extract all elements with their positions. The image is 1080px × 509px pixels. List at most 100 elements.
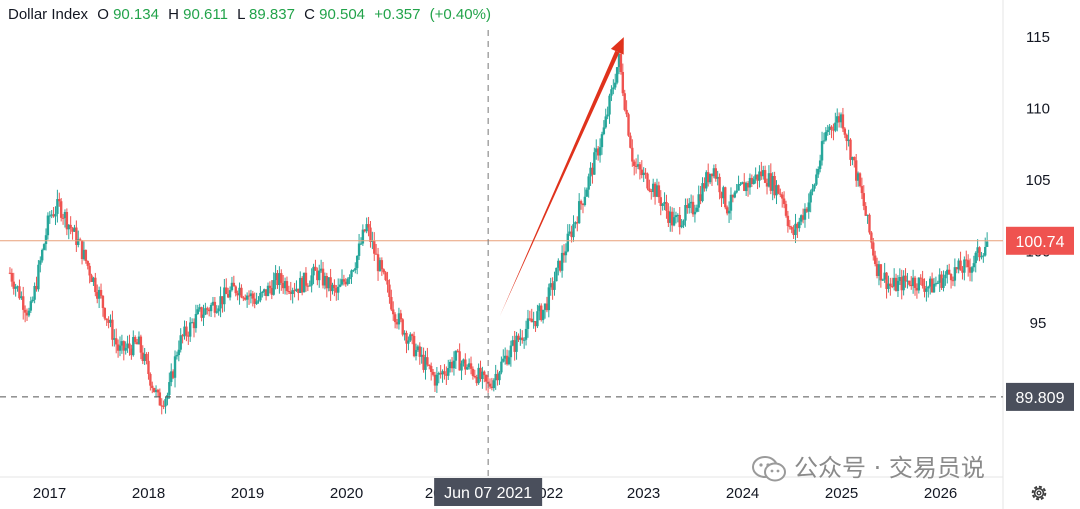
candle-body — [923, 286, 926, 292]
candle-body — [519, 337, 522, 340]
candle-body — [883, 272, 886, 280]
candle-body — [96, 292, 99, 299]
candle-body — [48, 215, 51, 217]
candle-body — [240, 287, 243, 298]
candle-body — [612, 87, 615, 90]
candle-body — [921, 278, 924, 287]
candle-body — [978, 247, 981, 258]
candle-body — [221, 296, 224, 305]
candle-body — [640, 169, 643, 176]
candle-body — [31, 299, 34, 302]
candle-body — [843, 128, 847, 135]
open-label: O — [97, 6, 109, 23]
candle-body — [836, 116, 839, 123]
candle-body — [911, 277, 915, 287]
candle-body — [631, 147, 634, 162]
candle-body — [39, 260, 42, 265]
candle-body — [729, 194, 733, 211]
candle-body — [496, 373, 499, 381]
candle-body — [530, 318, 533, 323]
candle-body — [215, 311, 218, 313]
candle-body — [826, 130, 829, 133]
x-tick-label: 2020 — [330, 485, 363, 502]
candle-body — [280, 273, 283, 283]
candle-body — [932, 283, 936, 293]
candle-body — [77, 239, 80, 245]
candle-body — [680, 225, 683, 228]
candle-body — [896, 280, 900, 291]
candle-body — [346, 279, 349, 285]
candle-body — [915, 287, 919, 291]
candle-body — [226, 293, 230, 298]
candle-body — [342, 279, 346, 282]
candle-body — [919, 277, 922, 279]
candle-body — [511, 340, 514, 346]
candle-body — [703, 183, 706, 189]
x-tick-label: 2024 — [726, 485, 759, 502]
candle-body — [788, 226, 791, 228]
candle-body — [754, 174, 757, 180]
candle-body — [587, 176, 590, 190]
candle-body — [376, 254, 380, 272]
candle-body — [894, 277, 898, 291]
candle-body — [310, 275, 313, 286]
candle-body — [50, 214, 53, 216]
candle-body — [462, 359, 465, 364]
candle-body — [651, 183, 655, 192]
wechat-icon — [752, 456, 786, 482]
candle-body — [418, 346, 421, 357]
candle-body — [951, 280, 955, 282]
candle-body — [196, 309, 199, 315]
candle-body — [545, 303, 549, 311]
candle-body — [879, 264, 883, 281]
candle-body — [204, 308, 207, 315]
candle-body — [116, 344, 120, 351]
candle-body — [308, 285, 311, 287]
candle-body — [710, 173, 714, 177]
candle-body — [266, 285, 270, 297]
candle-body — [371, 240, 374, 242]
candle-body — [513, 340, 516, 352]
candle-body — [420, 354, 423, 357]
candle-body — [777, 185, 780, 194]
candle-body — [801, 215, 805, 220]
candle-body — [477, 367, 480, 384]
candle-body — [318, 270, 321, 281]
candle-body — [820, 141, 824, 161]
candle-body — [263, 289, 266, 292]
candle-body — [41, 249, 44, 261]
candle-body — [452, 360, 456, 369]
candle-body — [302, 272, 306, 293]
candle-body — [602, 127, 606, 135]
crosshair-price-badge-text: 89.809 — [1016, 390, 1065, 407]
candle-body — [338, 284, 342, 287]
candle-body — [794, 223, 797, 235]
candle-body — [803, 208, 807, 220]
candle-body — [750, 177, 754, 184]
candle-body — [483, 371, 486, 376]
candle-body — [230, 282, 234, 291]
candle-body — [289, 291, 292, 295]
candle-body — [756, 174, 759, 181]
candle-body — [190, 322, 194, 324]
candle-body — [481, 371, 484, 380]
x-tick-label: 2017 — [33, 485, 66, 502]
candle-body — [634, 165, 638, 167]
candle-body — [591, 167, 594, 175]
candle-body — [10, 272, 14, 282]
candle-body — [562, 252, 566, 256]
candle-body — [333, 284, 336, 288]
candle-body — [145, 353, 148, 361]
candle-body — [555, 267, 558, 282]
y-tick-label: 95 — [1030, 315, 1047, 332]
candle-body — [388, 284, 391, 298]
candle-body — [610, 89, 613, 96]
candle-body — [980, 256, 983, 258]
gear-icon[interactable] — [1029, 483, 1049, 503]
candle-body — [648, 188, 651, 191]
candle-body — [579, 201, 583, 204]
candle-body — [492, 380, 495, 389]
candle-body — [16, 286, 19, 288]
candle-body — [942, 278, 945, 288]
